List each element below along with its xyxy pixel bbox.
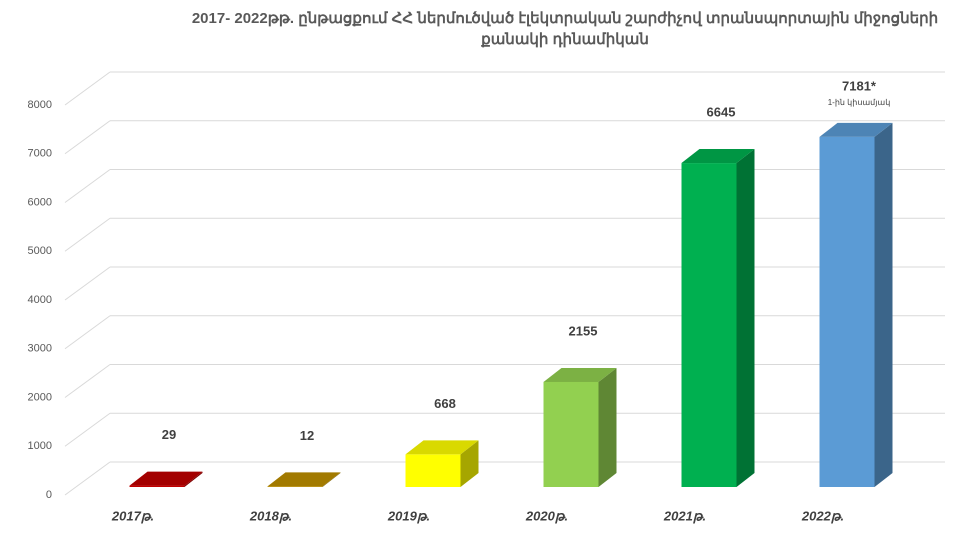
bar-side <box>184 471 203 487</box>
y-tick-label: 3000 <box>28 343 52 355</box>
bar-top <box>405 440 479 455</box>
bar <box>681 163 737 487</box>
bar <box>405 454 461 487</box>
bar <box>267 486 323 487</box>
data-label: 29 <box>162 427 176 442</box>
x-tick-label: 2022թ. <box>801 508 844 523</box>
bar-side <box>736 149 755 487</box>
y-tick-label: 1000 <box>28 440 52 452</box>
grid-line <box>64 71 111 106</box>
data-label: 2155 <box>569 323 598 338</box>
bar-side <box>322 472 341 487</box>
grid-line <box>64 315 111 350</box>
grid-line <box>64 169 111 203</box>
bar <box>819 136 875 487</box>
grid-line <box>64 217 111 252</box>
y-tick-label: 7000 <box>28 148 52 160</box>
bar-top <box>543 367 617 382</box>
grid-line <box>64 120 111 155</box>
data-label: 7181* <box>842 78 877 93</box>
data-label: 6645 <box>707 104 736 119</box>
grid-line <box>64 412 111 447</box>
y-tick-label: 2000 <box>28 391 52 403</box>
chart-title: 2017- 2022թթ. ընթացքում ՀՀ ներմուծված էլ… <box>191 10 939 48</box>
x-tick-label: 2020թ. <box>525 508 568 523</box>
y-tick-label: 8000 <box>28 99 52 111</box>
grid-line <box>64 364 111 398</box>
bar-top <box>819 122 893 137</box>
bar <box>129 485 185 487</box>
x-tick-label: 2017թ. <box>111 508 154 523</box>
bar-side <box>874 122 893 488</box>
bar-top <box>267 472 341 487</box>
bar-side <box>598 367 617 487</box>
bar-top <box>129 471 203 486</box>
y-tick-label: 6000 <box>28 196 52 208</box>
x-tick-label: 2019թ. <box>387 508 430 523</box>
data-label: 668 <box>434 396 456 411</box>
x-tick-label: 2018թ. <box>249 508 292 523</box>
bar-top <box>681 149 755 164</box>
grid-line <box>64 266 111 301</box>
x-tick-label: 2021թ. <box>663 508 706 523</box>
data-label: 12 <box>300 428 314 443</box>
bar-side <box>460 440 479 487</box>
y-tick-label: 5000 <box>28 245 52 257</box>
y-tick-label: 4000 <box>28 294 52 306</box>
y-tick-label: 0 <box>46 489 52 501</box>
annotation: 1-ին կիսամյակ <box>828 98 891 107</box>
grid-line <box>64 461 111 496</box>
bar <box>543 381 599 487</box>
